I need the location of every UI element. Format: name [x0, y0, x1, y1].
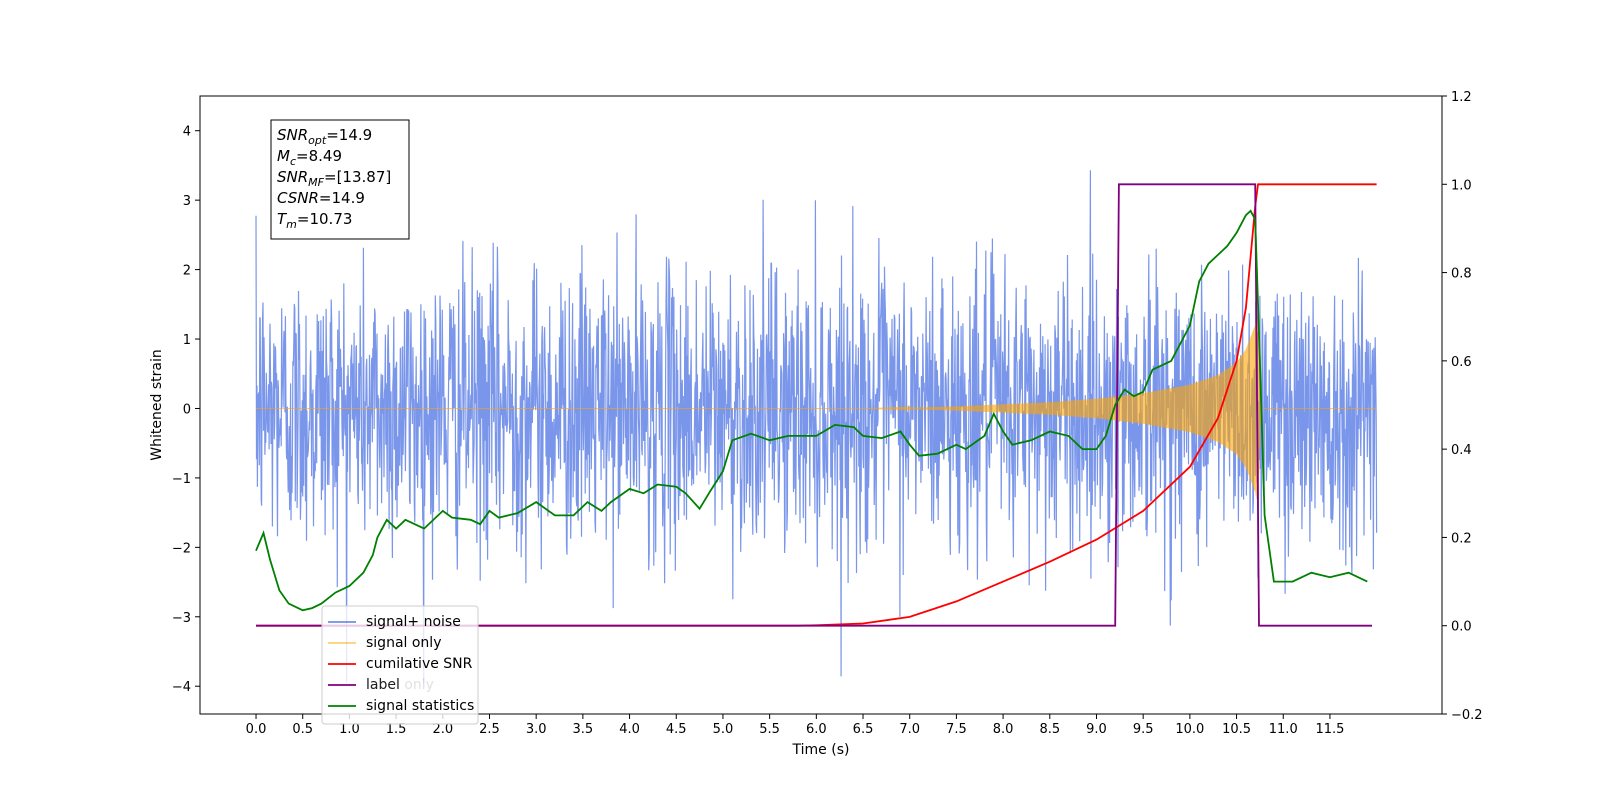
- annotation-line: SNRMF=[13.87]: [277, 168, 391, 189]
- x-tick-label: 5.0: [713, 722, 734, 737]
- x-tick-label: 0.0: [246, 722, 267, 737]
- y2-tick-label: 0.2: [1451, 531, 1472, 546]
- annotation-line: Mc=8.49: [277, 147, 342, 168]
- y-tick-label: −3: [172, 611, 191, 626]
- y-axis-right: 1.2 1.0 0.8 0.6 0.4 0.2 0.0 −0.2: [1442, 90, 1483, 723]
- x-tick-label: 4.5: [666, 722, 687, 737]
- legend: signal+ noise signal only cumilative SNR la…: [321, 605, 479, 725]
- x-tick-label: 3.5: [573, 722, 594, 737]
- y-tick-label: 0: [183, 402, 191, 417]
- y2-tick-label: 0.6: [1451, 355, 1472, 370]
- x-tick-label: 0.5: [292, 722, 313, 737]
- series-signal-statistics: [255, 209, 1368, 612]
- x-tick-label: 2.0: [432, 722, 453, 737]
- x-tick-label: 3.0: [526, 722, 547, 737]
- x-tick-label: 1.5: [386, 722, 407, 737]
- x-tick-label: 7.5: [946, 722, 967, 737]
- y-tick-label: 1: [183, 333, 191, 348]
- x-tick-label: 7.0: [899, 722, 920, 737]
- y2-tick-label: 0.0: [1451, 620, 1472, 635]
- y-tick-label: 3: [183, 194, 191, 209]
- y-tick-label: 2: [183, 264, 191, 279]
- legend-label: signal+ noise: [366, 614, 461, 630]
- series-layer: [255, 170, 1378, 683]
- x-tick-label: 6.5: [853, 722, 874, 737]
- series-signal-noise: [255, 170, 1378, 683]
- annotation-line: SNRopt=14.9: [277, 126, 372, 147]
- x-tick-label: 1.0: [339, 722, 360, 737]
- series-label: [256, 183, 1372, 627]
- y-tick-label: −2: [172, 541, 191, 556]
- x-axis: 0.0 0.5 1.0 1.5 2.0 2.5 3.0 3.5 4.0 4.5 5.0 5.5 6.0 6…: [246, 714, 1344, 737]
- x-tick-label: 9.0: [1086, 722, 1107, 737]
- legend-label: cumilative SNR: [366, 656, 473, 672]
- legend-label: label: [366, 677, 400, 693]
- annotation-line: CSNR=14.9: [277, 189, 365, 207]
- y-axis-left: 4 3 2 1 0 −1 −2 −3 −4: [172, 125, 200, 695]
- legend-label: signal statistics: [366, 698, 474, 714]
- series-cumulative-snr: [256, 183, 1377, 627]
- x-tick-label: 8.5: [1039, 722, 1060, 737]
- x-tick-label: 8.0: [993, 722, 1014, 737]
- legend-ghost-label: label only: [366, 677, 434, 693]
- x-tick-label: 4.0: [619, 722, 640, 737]
- x-tick-label: 6.0: [806, 722, 827, 737]
- x-tick-label: 11.0: [1269, 722, 1298, 737]
- y2-tick-label: 1.0: [1451, 178, 1472, 193]
- y2-tick-label: 0.4: [1451, 443, 1472, 458]
- y2-tick-label: −0.2: [1451, 708, 1483, 723]
- x-tick-label: 10.0: [1175, 722, 1204, 737]
- x-tick-label: 11.5: [1315, 722, 1344, 737]
- x-tick-label: 10.5: [1222, 722, 1251, 737]
- y-axis-label: Whitened strain: [149, 349, 165, 460]
- annotation-line: Tm=10.73: [277, 210, 352, 231]
- y-tick-label: 4: [183, 125, 191, 140]
- y2-tick-label: 1.2: [1451, 90, 1472, 105]
- x-tick-label: 2.5: [479, 722, 500, 737]
- y-tick-label: −1: [172, 472, 191, 487]
- x-tick-label: 9.5: [1133, 722, 1154, 737]
- x-axis-label: Time (s): [792, 742, 850, 758]
- legend-label: signal only: [366, 635, 441, 651]
- y2-tick-label: 0.8: [1451, 267, 1472, 282]
- plot-frame: [199, 95, 1443, 715]
- y-tick-label: −4: [172, 680, 191, 695]
- series-signal-only: [256, 312, 1377, 503]
- x-tick-label: 5.5: [759, 722, 780, 737]
- annotation-box: SNRopt=14.9Mc=8.49SNRMF=[13.87]CSNR=14.9…: [270, 119, 410, 240]
